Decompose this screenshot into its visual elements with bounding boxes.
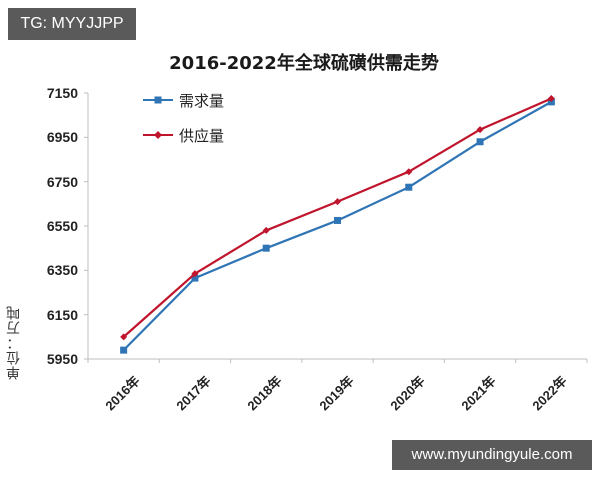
data-point-diamond-icon — [262, 226, 270, 234]
legend-item-supply: 供应量 — [143, 125, 224, 145]
y-tick: 6750 — [46, 174, 78, 190]
watermark: www.myundingyule.com — [392, 440, 592, 470]
tg-badge: TG: MYYJJPP — [8, 8, 136, 40]
data-point-diamond-icon — [334, 198, 341, 206]
y-tick: 5950 — [46, 351, 78, 367]
data-point-square-icon — [191, 274, 199, 282]
y-tick: 6950 — [46, 129, 78, 145]
data-point-diamond-icon — [405, 168, 413, 176]
legend-supply-marker-icon — [143, 131, 173, 139]
chart-title: 2016-2022年全球硫磺供需走势 — [169, 53, 439, 74]
y-tick: 6150 — [46, 307, 78, 323]
y-tick: 7150 — [46, 85, 78, 101]
data-point-diamond-icon — [191, 270, 199, 278]
legend-label-demand: 需求量 — [179, 91, 225, 110]
data-point-square-icon — [262, 244, 270, 252]
legend-item-demand: 需求量 — [143, 90, 224, 110]
data-point-square-icon — [334, 216, 341, 224]
legend-demand-marker-icon — [143, 96, 173, 104]
data-point-square-icon — [476, 138, 484, 146]
data-point-square-icon — [120, 346, 128, 354]
legend-label-supply: 供应量 — [179, 126, 225, 145]
data-point-diamond-icon — [120, 333, 128, 341]
data-point-diamond-icon — [547, 95, 555, 103]
y-tick: 6350 — [46, 262, 78, 278]
data-point-square-icon — [405, 183, 413, 191]
y-tick: 6550 — [46, 218, 78, 234]
data-point-diamond-icon — [476, 126, 484, 134]
